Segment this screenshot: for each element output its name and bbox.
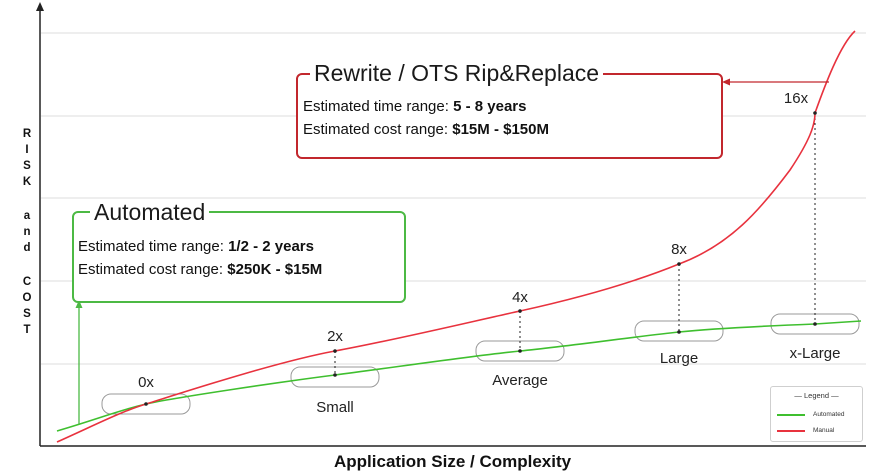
y-label-char: K: [22, 176, 32, 188]
point-manual-3: [677, 262, 681, 266]
category-label-1: Small: [316, 399, 354, 416]
legend-item-automated: Automated: [777, 411, 844, 418]
automated-cost-range: Estimated cost range: $250K - $15M: [78, 261, 323, 278]
legend-title: — Legend —: [794, 391, 839, 400]
point-automated-3: [677, 330, 681, 334]
category-marker-0: [101, 393, 191, 415]
manual-cost-range: Estimated cost range: $15M - $150M: [303, 121, 549, 138]
point-manual-1: [333, 349, 337, 353]
y-label-char: T: [23, 324, 31, 336]
automated-box-title: Automated: [90, 199, 210, 225]
legend: — Legend — Automated Manual: [770, 386, 863, 442]
multiplier-label-0: 0x: [138, 374, 154, 391]
manual-box-title: Rewrite / OTS Rip&Replace: [310, 60, 604, 86]
category-label-3: Large: [660, 350, 698, 367]
category-label-4: x-Large: [790, 345, 841, 362]
category-label-2: Average: [492, 372, 548, 389]
y-label-char: R: [22, 128, 32, 140]
point-manual-2: [518, 309, 522, 313]
x-axis-label: Application Size / Complexity: [334, 452, 572, 471]
legend-swatch-manual: [777, 429, 805, 432]
automated-pointer-arrow: [75, 300, 83, 308]
multiplier-label-1: 2x: [327, 328, 343, 345]
manual-time-range: Estimated time range: 5 - 8 years: [303, 98, 527, 115]
multiplier-label-3: 8x: [671, 241, 687, 258]
y-label-char: O: [22, 292, 32, 304]
category-labels: 0x 2x 4x 8x 16x Small Average Large x-Large: [138, 90, 840, 416]
point-automated-0: [144, 402, 148, 406]
automated-estimate-box: Automated Estimated time range: 1/2 - 2 …: [72, 199, 406, 303]
y-axis-arrow: [36, 2, 44, 11]
category-marker-1: [290, 366, 380, 388]
multiplier-label-2: 4x: [512, 289, 528, 306]
y-label-char: d: [23, 242, 31, 254]
point-manual-4: [813, 111, 817, 115]
manual-pointer-arrow: [722, 78, 730, 86]
series-points: [144, 111, 817, 406]
manual-estimate-box: Rewrite / OTS Rip&Replace Estimated time…: [296, 60, 723, 159]
y-label-char: a: [23, 210, 31, 222]
legend-label-automated: Automated: [813, 411, 845, 418]
y-label-char: S: [23, 160, 31, 172]
y-label-char: C: [22, 276, 32, 288]
multiplier-label-4: 16x: [784, 90, 809, 107]
legend-swatch-automated: [777, 413, 805, 416]
legend-label-manual: Manual: [813, 427, 835, 434]
manual-series-line: [56, 30, 856, 443]
y-label-char: n: [23, 226, 31, 238]
point-automated-1: [333, 373, 337, 377]
y-label-char: S: [23, 308, 31, 320]
automated-time-range: Estimated time range: 1/2 - 2 years: [78, 238, 314, 255]
point-automated-4: [813, 322, 817, 326]
point-automated-2: [518, 349, 522, 353]
legend-item-manual: Manual: [777, 427, 834, 434]
y-label-char: I: [25, 144, 29, 156]
gap-connectors: [334, 113, 816, 375]
